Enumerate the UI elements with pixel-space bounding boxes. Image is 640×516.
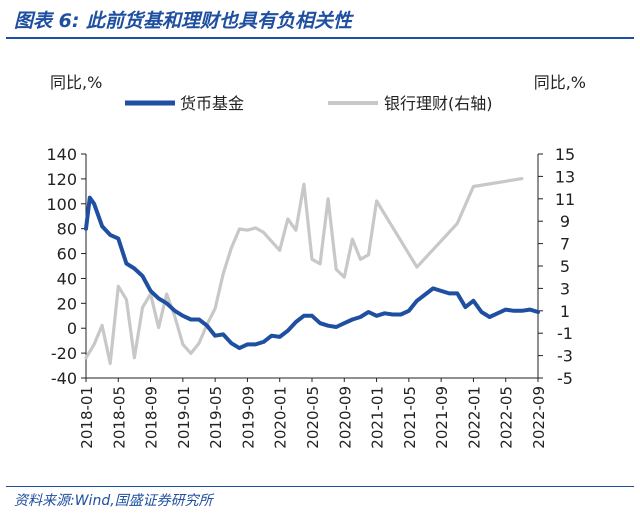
right-tick-label: 11 — [555, 190, 575, 209]
right-tick-label: 7 — [560, 235, 570, 254]
chart: 同比,% 同比,% 货币基金 银行理财(右轴) 1401201008060402… — [46, 73, 586, 449]
x-tick-label: 2022-05 — [498, 386, 516, 449]
x-tick-label: 2019-01 — [175, 386, 193, 449]
left-tick-label: 0 — [67, 319, 77, 338]
title-rule — [6, 37, 634, 39]
left-tick-label: 20 — [57, 294, 77, 313]
right-tick-label: 13 — [555, 167, 575, 186]
x-tick-label: 2021-09 — [433, 386, 451, 449]
right-tick-label: 5 — [560, 257, 570, 276]
left-axis-unit: 同比,% — [50, 73, 102, 92]
x-tick-label: 2020-05 — [304, 386, 322, 449]
left-tick-label: 60 — [57, 245, 77, 264]
left-tick-label: -40 — [51, 369, 77, 388]
left-tick-label: 100 — [46, 195, 77, 214]
legend-label-bank-wealth: 银行理财(右轴) — [384, 94, 493, 113]
series-line-bank-wealth — [84, 177, 524, 365]
x-tick-label: 2019-05 — [207, 386, 225, 449]
right-tick-label: 1 — [560, 302, 570, 321]
x-tick-label: 2018-05 — [110, 386, 128, 449]
x-tick-label: 2020-09 — [336, 386, 354, 449]
right-tick-label: -5 — [557, 369, 573, 388]
series-layer — [84, 177, 540, 365]
x-tick-label: 2022-01 — [465, 386, 483, 449]
source-rule — [6, 486, 634, 487]
source-note: 资料来源:Wind,国盛证券研究所 — [14, 493, 213, 509]
x-tick-label: 2021-05 — [401, 386, 419, 449]
left-tick-label: -20 — [51, 344, 77, 363]
x-tick-label: 2018-01 — [78, 386, 96, 449]
right-tick-label: -1 — [557, 324, 573, 343]
x-tick-label: 2018-09 — [143, 386, 161, 449]
legend: 货币基金 银行理财(右轴) — [125, 94, 493, 113]
x-tick-label: 2020-01 — [272, 386, 290, 449]
left-tick-label: 40 — [57, 269, 77, 288]
right-axis-unit: 同比,% — [534, 73, 586, 92]
right-tick-label: -3 — [557, 347, 573, 366]
right-tick-label: 3 — [560, 279, 570, 298]
x-tick-label: 2019-09 — [239, 386, 257, 449]
legend-label-money-fund: 货币基金 — [180, 94, 244, 113]
left-tick-label: 140 — [46, 145, 77, 164]
right-tick-label: 9 — [560, 212, 570, 231]
x-tick-label: 2021-01 — [369, 386, 387, 449]
axes: 140 120 100 80 60 40 20 0 -20 -40 15 13 11 9 7 5 3 1 -1 -3 -… — [46, 145, 575, 449]
series-line-money-fund — [84, 195, 540, 351]
right-tick-label: 15 — [555, 145, 575, 164]
left-tick-label: 120 — [46, 170, 77, 189]
left-tick-label: 80 — [57, 220, 77, 239]
x-tick-label: 2022-09 — [530, 386, 548, 449]
figure-title: 图表 6: 此前货基和理财也具有负相关性 — [14, 10, 353, 32]
